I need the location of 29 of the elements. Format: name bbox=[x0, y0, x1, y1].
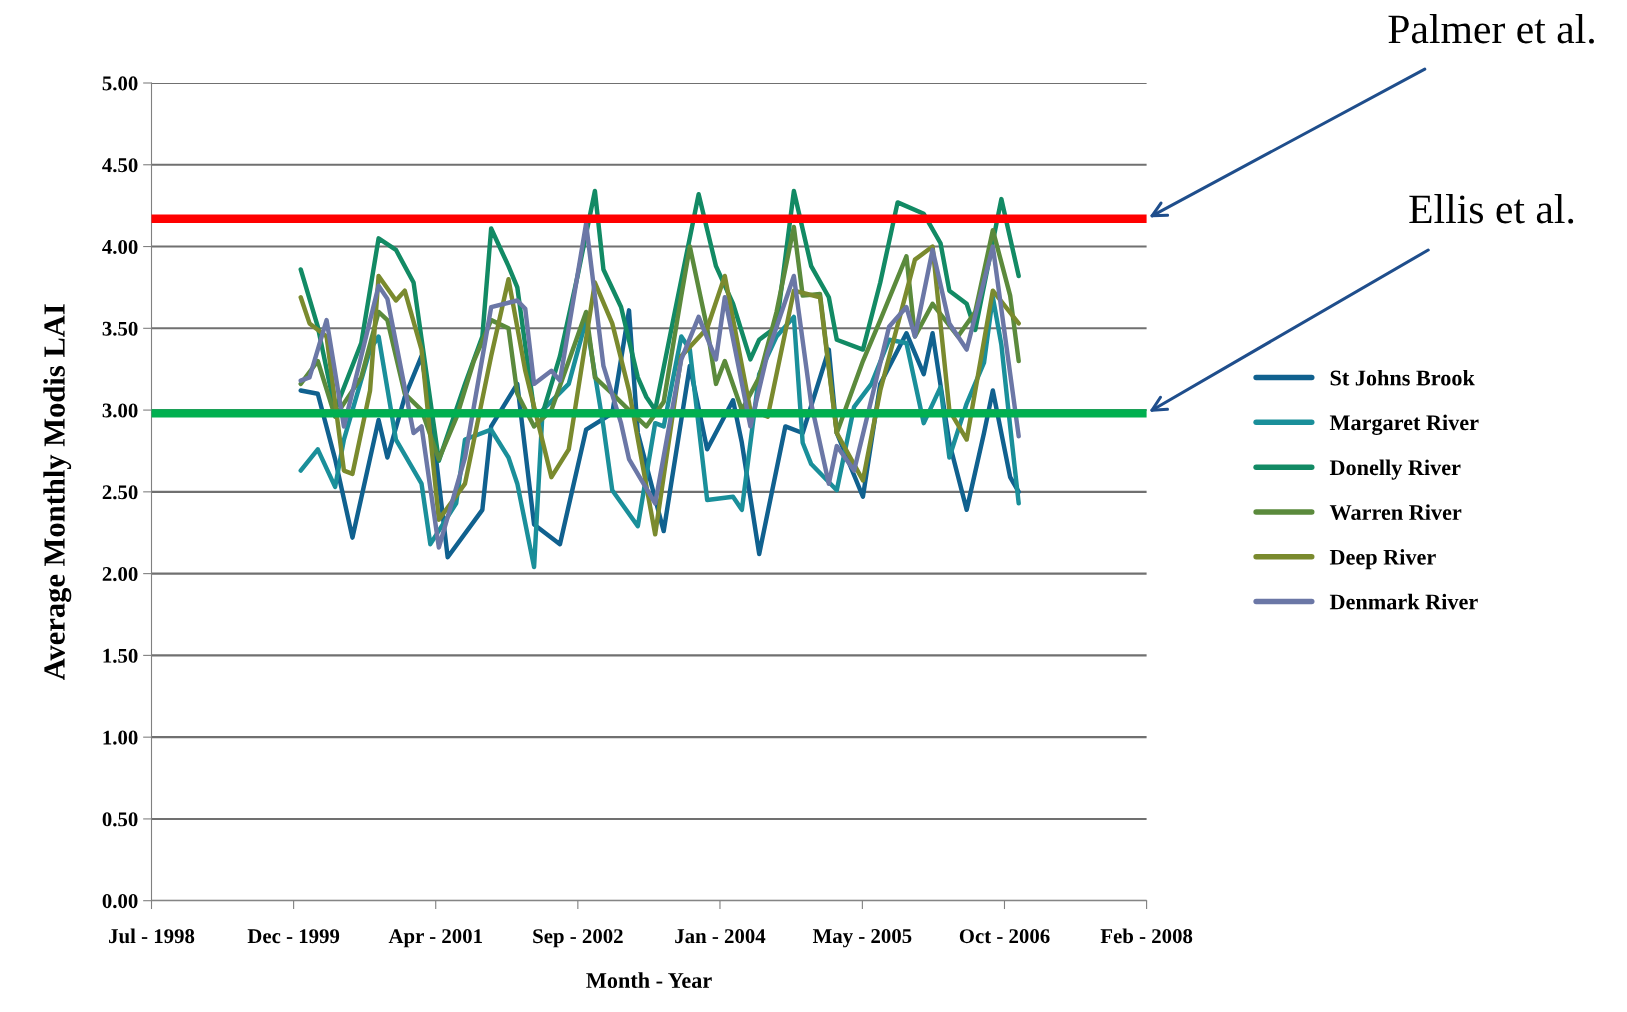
y-tick-label: 3.50 bbox=[102, 321, 138, 336]
x-tick-label: Apr - 2001 bbox=[388, 929, 482, 948]
y-axis-title: Average Monthly Modis LAI bbox=[43, 304, 72, 681]
legend-label: Donelly River bbox=[1329, 459, 1461, 480]
y-tick-label: 2.00 bbox=[102, 566, 138, 582]
y-tick-label: 0.00 bbox=[102, 894, 138, 909]
x-tick-label: Oct - 2006 bbox=[959, 929, 1050, 944]
y-tick-label: 3.00 bbox=[102, 403, 138, 418]
x-tick-label: Jan - 2004 bbox=[675, 929, 766, 944]
legend-label: Deep River bbox=[1329, 549, 1436, 570]
ref-line-label: Ellis et al. bbox=[1409, 194, 1574, 224]
y-tick-label: 0.50 bbox=[102, 812, 138, 827]
y-tick-label: 1.00 bbox=[103, 730, 138, 745]
y-tick-label: 4.00 bbox=[102, 239, 138, 255]
legend-label: Denmark River bbox=[1329, 593, 1478, 610]
y-tick-label: 4.50 bbox=[102, 158, 138, 173]
legend-label: Margaret River bbox=[1329, 414, 1479, 435]
x-axis-title: Month - Year bbox=[586, 972, 712, 989]
y-tick-label: 1.50 bbox=[103, 648, 138, 663]
x-tick-label: Sep - 2002 bbox=[533, 929, 623, 948]
ref-line-label: Palmer et al. bbox=[1388, 14, 1594, 44]
x-tick-label: Feb - 2008 bbox=[1100, 928, 1193, 944]
legend-label: Warren River bbox=[1329, 504, 1462, 521]
x-tick-label: Dec - 1999 bbox=[247, 929, 340, 944]
x-tick-label: Jul - 1998 bbox=[109, 928, 195, 944]
y-tick-label: 2.50 bbox=[102, 485, 138, 500]
y-tick-label: 5.00 bbox=[102, 76, 138, 91]
legend-label: St Johns Brook bbox=[1330, 369, 1475, 386]
x-tick-label: May - 2005 bbox=[812, 929, 912, 948]
